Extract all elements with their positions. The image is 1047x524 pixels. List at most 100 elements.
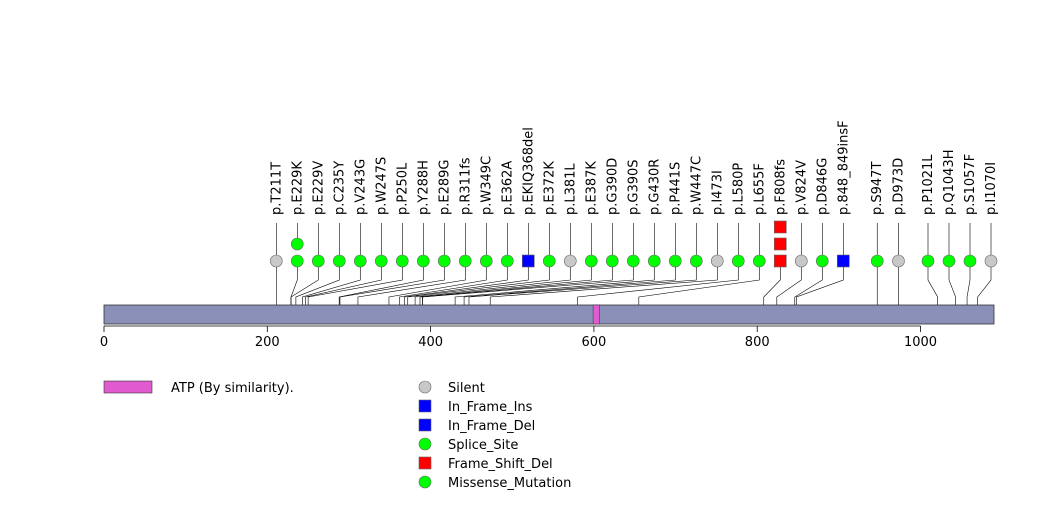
connector-p.E289G bbox=[339, 261, 445, 305]
marker-p.W247S bbox=[374, 254, 388, 268]
marker-p.E229K bbox=[290, 237, 304, 251]
connector-p.I473I bbox=[489, 261, 718, 305]
mutation-label: p.Y288H bbox=[416, 160, 431, 215]
marker-p.L381L bbox=[563, 254, 577, 268]
domain-0 bbox=[592, 304, 600, 325]
x-axis: 0 200 400 600 800 1000 bbox=[100, 325, 937, 350]
marker-p.W447C bbox=[689, 254, 703, 268]
legend: ATP (By similarity). Silent In_Frame_Ins In… bbox=[103, 380, 571, 491]
marker-p.G390D bbox=[605, 254, 619, 268]
connector-lines bbox=[275, 261, 992, 305]
connector-p.Q1043H bbox=[948, 261, 956, 305]
marker-p.I473I bbox=[710, 254, 724, 268]
marker-p.E289G bbox=[437, 254, 451, 268]
mutation-label: p.E289G bbox=[437, 160, 452, 216]
x-tick-label: 200 bbox=[255, 335, 280, 350]
marker-p.848_849insF bbox=[836, 254, 850, 268]
mutation-label: p.W247S bbox=[374, 157, 389, 215]
connector-p.EKIQ368del bbox=[404, 261, 529, 305]
connector-p.P1021L bbox=[927, 261, 938, 305]
legend-type-swatch bbox=[418, 456, 432, 470]
marker-p.V243G bbox=[353, 254, 367, 268]
connector-p.V824V bbox=[776, 261, 802, 305]
mutation-label: p.G430R bbox=[647, 159, 662, 215]
mutation-label: p.W349C bbox=[479, 156, 494, 215]
connector-p.G390S bbox=[422, 261, 634, 305]
mutation-label: p.G390S bbox=[626, 159, 641, 215]
connector-p.G390D bbox=[422, 261, 613, 305]
mutation-label: p.I473I bbox=[710, 170, 725, 215]
mutation-label: p.E372K bbox=[542, 161, 557, 215]
mutation-label: p.E229K bbox=[290, 161, 305, 215]
marker-p.W349C bbox=[479, 254, 493, 268]
legend-domain-swatch bbox=[103, 380, 153, 394]
lollipop-markers bbox=[269, 220, 998, 268]
mutation-label: p.V243G bbox=[353, 159, 368, 215]
mutation-label: p.E387K bbox=[584, 161, 599, 215]
connector-p.L381L bbox=[414, 261, 571, 305]
marker-p.P441S bbox=[668, 254, 682, 268]
legend-type-swatch bbox=[418, 380, 432, 394]
connector-p.S1057F bbox=[966, 261, 971, 305]
marker-p.L580P bbox=[731, 254, 745, 268]
mutation-label: p.EKIQ368del bbox=[521, 127, 536, 215]
marker-p.Q1043H bbox=[942, 254, 956, 268]
mutation-label: p.T211T bbox=[269, 162, 284, 215]
mutation-label: p.E229V bbox=[311, 161, 326, 215]
mutation-label: p.L580P bbox=[731, 163, 746, 215]
marker-p.Y288H bbox=[416, 254, 430, 268]
marker-p.E229V bbox=[311, 254, 325, 268]
marker-p.F808fs bbox=[773, 237, 787, 251]
connector-p.C235Y bbox=[295, 261, 340, 305]
connector-p.I1070I bbox=[977, 261, 992, 305]
marker-p.F808fs bbox=[773, 220, 787, 234]
mutation-label: p.D846G bbox=[815, 158, 830, 215]
mutation-label: p.R311fs bbox=[458, 157, 473, 215]
x-tick-label: 1000 bbox=[904, 335, 937, 350]
marker-p.EKIQ368del bbox=[521, 254, 535, 268]
marker-p.S947T bbox=[870, 254, 884, 268]
protein-bar bbox=[103, 304, 995, 325]
connector-p.E387K bbox=[419, 261, 592, 305]
mutation-label: p.G390D bbox=[605, 158, 620, 215]
marker-p.E229K bbox=[290, 254, 304, 268]
connector-p.P250L bbox=[307, 261, 403, 305]
marker-p.D846G bbox=[815, 254, 829, 268]
legend-type-swatch bbox=[418, 418, 432, 432]
lollipop-sticks bbox=[275, 223, 992, 261]
mutation-label: p.848_849insF bbox=[836, 120, 851, 215]
connector-p.R311fs bbox=[357, 261, 466, 305]
marker-p.R311fs bbox=[458, 254, 472, 268]
connector-p.G430R bbox=[454, 261, 655, 305]
marker-p.G430R bbox=[647, 254, 661, 268]
mutation-label: p.E362A bbox=[500, 161, 515, 215]
connector-p.E372K bbox=[407, 261, 550, 305]
connector-p.W247S bbox=[305, 261, 382, 305]
connector-p.W349C bbox=[388, 261, 487, 305]
legend-type-label: Missense_Mutation bbox=[448, 476, 571, 491]
marker-p.P250L bbox=[395, 254, 409, 268]
marker-p.G390S bbox=[626, 254, 640, 268]
mutation-label: p.V824V bbox=[794, 160, 809, 215]
marker-p.C235Y bbox=[332, 254, 346, 268]
marker-p.S1057F bbox=[963, 254, 977, 268]
mutation-labels: p.T211T p.E229K p.E229V p.C235Y p.V243G p.W24… bbox=[269, 120, 999, 215]
connector-p.L655F bbox=[638, 261, 760, 305]
marker-p.T211T bbox=[269, 254, 283, 268]
legend-type-swatch bbox=[418, 437, 432, 451]
mutation-label: p.C235Y bbox=[332, 161, 347, 215]
mutation-label: p.D973D bbox=[891, 158, 906, 215]
mutation-label: p.P250L bbox=[395, 162, 410, 215]
marker-p.V824V bbox=[794, 254, 808, 268]
mutation-label: p.L381L bbox=[563, 163, 578, 215]
connector-p.E229K bbox=[290, 261, 298, 305]
legend-type-label: Splice_Site bbox=[448, 438, 518, 453]
protein-track bbox=[103, 304, 995, 325]
connector-p.E229V bbox=[290, 261, 319, 305]
connector-p.F808fs bbox=[763, 261, 781, 305]
mutation-label: p.S947T bbox=[870, 162, 885, 215]
marker-p.E387K bbox=[584, 254, 598, 268]
mutation-label: p.L655F bbox=[752, 163, 767, 215]
x-tick-label: 600 bbox=[581, 335, 606, 350]
